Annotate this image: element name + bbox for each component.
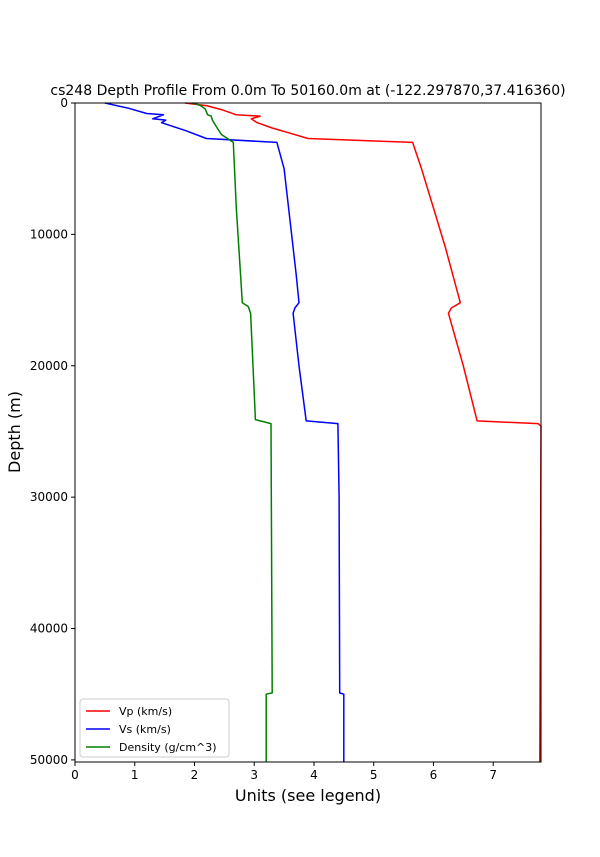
y-tick-label: 10000 [30, 227, 68, 241]
series-line-3 [192, 102, 273, 762]
y-tick-label: 20000 [30, 359, 68, 373]
x-tick-label: 4 [310, 768, 318, 782]
legend-label-2: Vs (km/s) [119, 723, 171, 736]
series-layer [104, 102, 542, 763]
series-line-1 [184, 102, 542, 763]
plot-frame [74, 102, 542, 763]
plot-background [75, 103, 541, 762]
x-tick-label: 5 [370, 768, 378, 782]
x-tick-label: 2 [191, 768, 199, 782]
x-tick-label: 1 [131, 768, 139, 782]
legend-entries: Vp (km/s) Vs (km/s) Density (g/cm^3) [86, 705, 217, 754]
x-tick-label: 7 [489, 768, 497, 782]
y-tick-label: 30000 [30, 490, 68, 504]
y-tick-label: 50000 [30, 753, 68, 767]
x-tick-label: 6 [430, 768, 438, 782]
legend-label-3: Density (g/cm^3) [119, 741, 217, 754]
chart-title: cs248 Depth Profile From 0.0m To 50160.0… [50, 83, 565, 99]
legend: Vp (km/s) Vs (km/s) Density (g/cm^3) [79, 698, 230, 758]
x-axis-ticks: 0 1 2 3 4 5 6 7 [71, 762, 497, 782]
x-axis-label: Units (see legend) [235, 786, 381, 805]
series-line-2 [104, 102, 345, 762]
x-tick-label: 0 [71, 768, 79, 782]
y-tick-label: 0 [60, 96, 68, 110]
x-tick-label: 3 [250, 768, 258, 782]
y-tick-label: 40000 [30, 622, 68, 636]
legend-box [79, 698, 230, 758]
legend-label-1: Vp (km/s) [119, 705, 172, 718]
y-axis-label: Depth (m) [5, 391, 24, 473]
y-axis-ticks: 0 10000 20000 30000 40000 50000 [30, 96, 75, 767]
